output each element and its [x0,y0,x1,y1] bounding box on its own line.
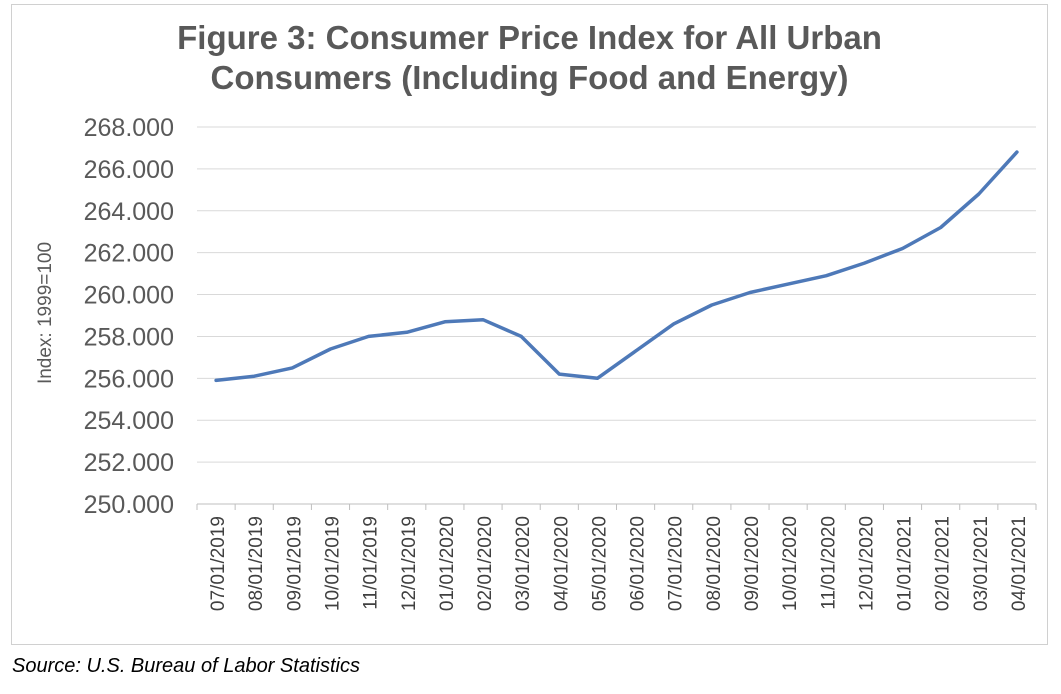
x-tick-label: 02/01/2021 [933,516,954,611]
y-tick-label: 268.000 [84,114,174,142]
x-tick-label: 11/01/2019 [361,516,382,610]
x-tick-label: 01/01/2020 [437,516,458,611]
gridlines [197,126,1036,505]
x-tick-label: 03/01/2020 [513,516,534,611]
chart-frame [11,4,1048,645]
x-tick-label: 12/01/2019 [399,516,420,611]
y-tick-label: 256.000 [84,365,174,393]
x-tick-label: 07/01/2019 [208,516,229,611]
x-tick-label: 07/01/2020 [666,516,687,611]
x-tick-label: 01/01/2021 [895,516,916,611]
x-tick-labels: 07/01/2019 08/01/2019 09/01/2019 10/01/2019… [196,504,1037,611]
x-tick-label: 09/01/2020 [742,516,763,611]
x-tick-label: 04/01/2021 [1009,516,1030,611]
x-tick-label: 04/01/2020 [551,516,572,611]
x-tick-label: 09/01/2019 [284,516,305,611]
y-tick-label: 260.000 [84,282,174,310]
chart-title-line-1: Figure 3: Consumer Price Index for All U… [177,19,882,56]
x-tick-label: 03/01/2021 [971,516,992,611]
y-tick-label: 258.000 [84,323,174,351]
y-tick-label: 262.000 [84,240,174,268]
x-tick-label: 12/01/2020 [856,516,877,611]
y-tick-label: 266.000 [84,156,174,184]
y-tick-label: 254.000 [84,407,174,435]
x-tick-label: 02/01/2020 [475,516,496,611]
x-tick-label: 08/01/2020 [704,516,725,611]
y-tick-label: 252.000 [84,449,174,477]
x-tick-label: 10/01/2019 [322,516,343,611]
source-note: Source: U.S. Bureau of Labor Statistics [12,655,360,677]
x-tick-label: 10/01/2020 [780,516,801,611]
cpi-series-line [214,150,1019,383]
x-tick-label: 08/01/2019 [246,516,267,611]
y-tick-labels: 250.000 252.000 254.000 256.000 258.000 260.0… [84,114,174,519]
chart-title: Figure 3: Consumer Price Index for All U… [11,18,1048,98]
y-tick-label: 250.000 [84,491,174,519]
y-tick-label: 264.000 [84,198,174,226]
series-line [214,150,1019,383]
chart-title-line-2: Consumers (Including Food and Energy) [210,59,849,96]
y-axis-label: Index: 1999=100 [35,242,56,384]
x-tick-label: 05/01/2020 [589,516,610,611]
x-tick-label: 11/01/2020 [818,516,839,610]
x-tick-label: 06/01/2020 [628,516,649,611]
